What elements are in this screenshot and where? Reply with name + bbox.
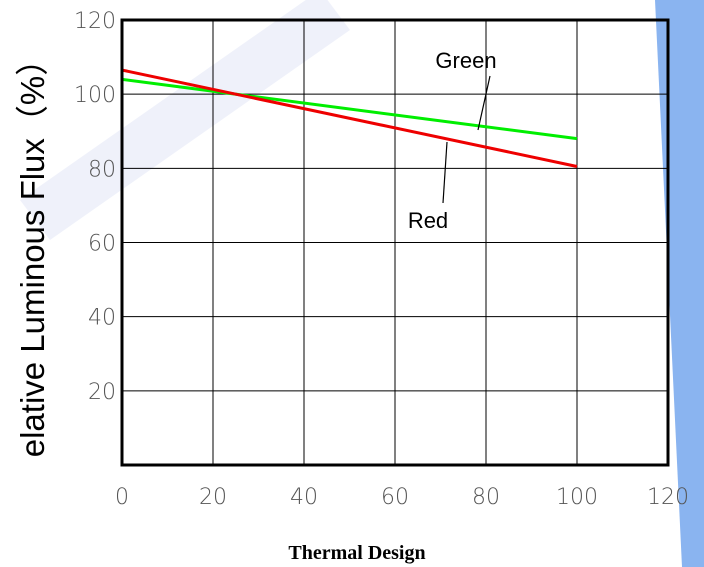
x-tick-label-6: 120	[647, 485, 689, 510]
x-tick-label-5: 100	[556, 485, 598, 510]
series-label-red: Red	[408, 208, 448, 233]
x-tick-label-2: 40	[290, 485, 318, 510]
y-tick-label-0: 20	[88, 380, 116, 405]
x-tick-label-3: 60	[381, 485, 409, 510]
chart-series	[121, 68, 578, 168]
leader-line-red	[442, 141, 448, 204]
watermark-band	[20, 0, 350, 240]
x-axis-label: Thermal Design	[288, 542, 425, 564]
y-tick-label-5: 120	[74, 9, 116, 34]
side-band	[655, 0, 704, 567]
plot-frame	[120, 18, 670, 467]
series-label-green: Green	[435, 48, 496, 73]
tick-labels: 0 20 40 60 80 100 120 20 40 60 80 100 120	[74, 9, 689, 510]
plot-border	[120, 18, 670, 467]
y-axis-label: elative Luminous Flux（%）	[14, 43, 51, 458]
series-line-green	[121, 77, 578, 141]
y-tick-label-3: 80	[88, 157, 116, 182]
x-tick-label-0: 0	[115, 485, 129, 510]
series-line-red	[121, 68, 578, 168]
x-tick-label-4: 80	[472, 485, 500, 510]
leader-line-green	[477, 75, 491, 131]
x-tick-label-1: 20	[199, 485, 227, 510]
y-tick-label-2: 60	[88, 232, 116, 257]
y-tick-label-4: 100	[74, 83, 116, 108]
y-tick-label-1: 40	[88, 306, 116, 331]
series-annotations: Green Red	[408, 48, 497, 233]
